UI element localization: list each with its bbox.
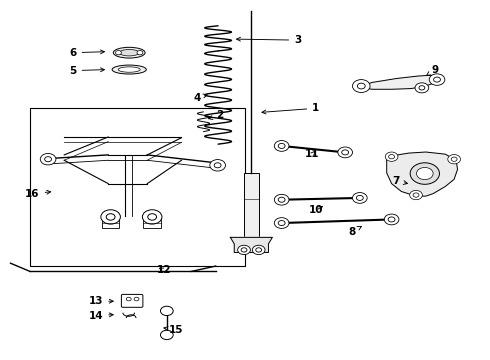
Circle shape xyxy=(413,193,419,197)
Circle shape xyxy=(274,218,289,228)
Text: 4: 4 xyxy=(194,93,207,103)
Circle shape xyxy=(419,86,425,90)
Circle shape xyxy=(160,306,173,316)
Circle shape xyxy=(134,297,139,301)
Circle shape xyxy=(342,150,348,155)
FancyBboxPatch shape xyxy=(122,294,143,307)
Text: 2: 2 xyxy=(209,111,223,121)
Circle shape xyxy=(148,214,157,220)
Circle shape xyxy=(210,159,225,171)
Bar xyxy=(144,218,161,228)
Circle shape xyxy=(410,190,422,200)
Circle shape xyxy=(116,50,122,55)
Circle shape xyxy=(352,193,367,203)
Polygon shape xyxy=(360,75,441,89)
Bar xyxy=(30,108,245,266)
Polygon shape xyxy=(387,152,458,196)
Circle shape xyxy=(126,297,131,301)
Circle shape xyxy=(241,248,247,252)
Polygon shape xyxy=(230,237,272,252)
Text: 10: 10 xyxy=(309,206,323,216)
Circle shape xyxy=(415,83,429,93)
Text: 12: 12 xyxy=(157,265,171,275)
Circle shape xyxy=(45,157,51,162)
Circle shape xyxy=(274,140,289,151)
Circle shape xyxy=(410,163,440,184)
Text: 1: 1 xyxy=(262,103,319,114)
Circle shape xyxy=(388,217,395,222)
Circle shape xyxy=(278,197,285,202)
Text: 8: 8 xyxy=(348,226,362,237)
Circle shape xyxy=(448,154,461,164)
Bar xyxy=(244,173,259,237)
Circle shape xyxy=(160,330,173,339)
Text: 7: 7 xyxy=(392,176,408,186)
Circle shape xyxy=(451,157,457,161)
Circle shape xyxy=(384,214,399,225)
Circle shape xyxy=(278,221,285,226)
Circle shape xyxy=(357,83,365,89)
Circle shape xyxy=(214,163,221,168)
Circle shape xyxy=(106,214,115,220)
Text: 6: 6 xyxy=(70,48,104,58)
Circle shape xyxy=(137,50,143,55)
Text: 9: 9 xyxy=(426,64,439,76)
Circle shape xyxy=(389,154,394,159)
Circle shape xyxy=(338,147,352,158)
Circle shape xyxy=(356,195,363,201)
Text: 13: 13 xyxy=(89,296,113,306)
Text: 11: 11 xyxy=(305,149,319,159)
Circle shape xyxy=(352,80,370,93)
Circle shape xyxy=(252,245,265,255)
Text: 15: 15 xyxy=(164,325,183,335)
Text: 16: 16 xyxy=(25,189,50,199)
Circle shape xyxy=(256,248,262,252)
Circle shape xyxy=(143,210,162,224)
Ellipse shape xyxy=(112,65,147,74)
Circle shape xyxy=(274,194,289,205)
Ellipse shape xyxy=(113,47,145,58)
Text: 3: 3 xyxy=(237,35,301,45)
Bar xyxy=(102,218,120,228)
Text: 5: 5 xyxy=(70,66,104,76)
Circle shape xyxy=(101,210,121,224)
Circle shape xyxy=(416,167,433,180)
Ellipse shape xyxy=(120,49,139,56)
Ellipse shape xyxy=(118,67,140,72)
Circle shape xyxy=(278,143,285,148)
Circle shape xyxy=(385,152,398,161)
Circle shape xyxy=(40,153,56,165)
Circle shape xyxy=(429,74,445,85)
Text: 14: 14 xyxy=(89,311,113,320)
Circle shape xyxy=(238,245,250,255)
Circle shape xyxy=(434,77,441,82)
